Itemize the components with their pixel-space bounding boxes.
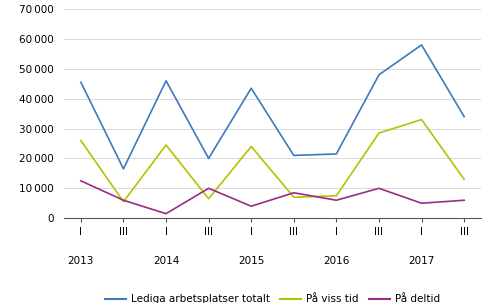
Text: 2013: 2013 [68,256,94,266]
Legend: Lediga arbetsplatser totalt, På viss tid, På deltid: Lediga arbetsplatser totalt, På viss tid… [101,290,444,303]
Text: 2016: 2016 [323,256,350,266]
Text: 2014: 2014 [153,256,179,266]
Text: 2017: 2017 [409,256,435,266]
Text: 2015: 2015 [238,256,264,266]
